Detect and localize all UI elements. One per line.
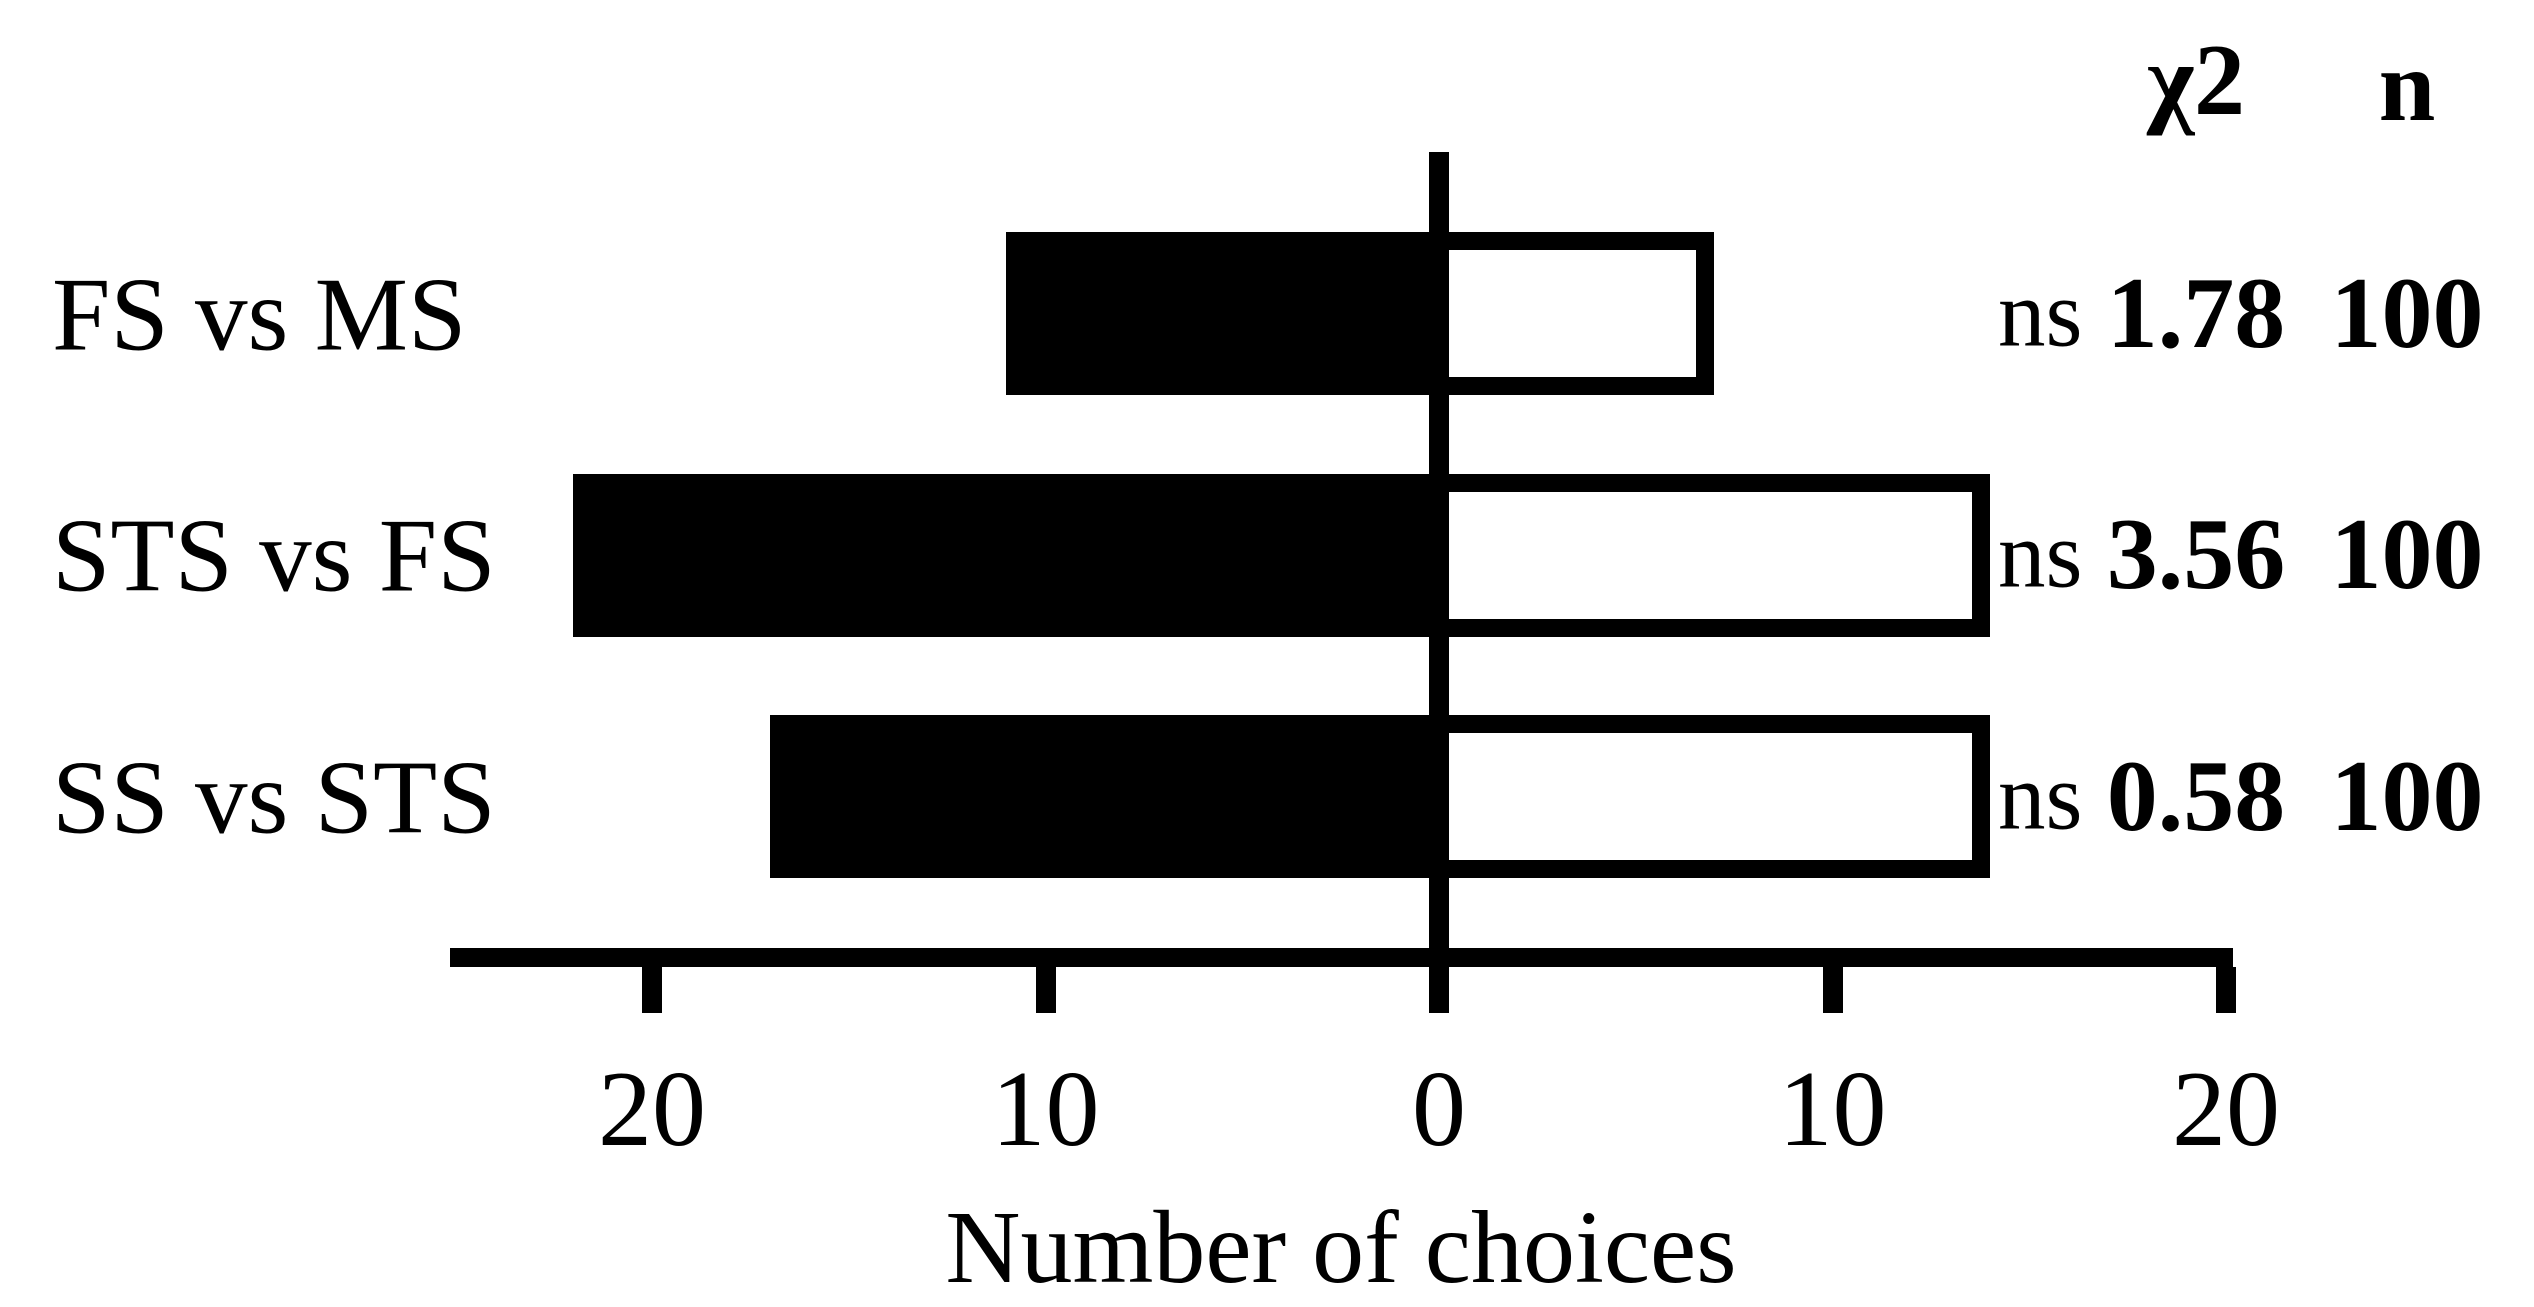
- x-axis-tick-label: 0: [1412, 1050, 1466, 1169]
- stat-n-value: 100: [2330, 498, 2484, 611]
- category-label: FS vs MS: [52, 255, 467, 372]
- stat-chi2-value: 0.58: [2106, 739, 2286, 853]
- stat-chi2-value: 3.56: [2106, 498, 2286, 611]
- x-axis-tick-label: 20: [2172, 1050, 2280, 1169]
- stat-n-value: 100: [2330, 739, 2484, 853]
- x-axis-tick-label: 10: [1778, 1050, 1887, 1169]
- x-axis-tick: [2216, 967, 2236, 1013]
- category-label: SS vs STS: [52, 738, 496, 855]
- x-axis-tick-label: 20: [598, 1050, 706, 1169]
- bar-left-filled: [1006, 232, 1449, 395]
- bar-right-outlined: [1429, 232, 1715, 395]
- stat-chi2-value: 1.78: [2106, 256, 2286, 370]
- stat-significance: ns: [1998, 501, 2083, 608]
- bar-left-filled: [770, 715, 1449, 878]
- zero-baseline: [1429, 152, 1449, 967]
- x-axis-tick-label: 10: [991, 1050, 1100, 1169]
- x-axis-tick: [642, 967, 662, 1013]
- stat-significance: ns: [1998, 743, 2083, 849]
- x-axis-title: Number of choices: [945, 1190, 1737, 1305]
- stat-n-value: 100: [2330, 256, 2484, 370]
- category-label: STS vs FS: [52, 496, 496, 614]
- x-axis-tick: [1822, 967, 1843, 1013]
- bar-right-outlined: [1429, 473, 1990, 637]
- x-axis-tick: [1429, 967, 1449, 1013]
- stat-significance: ns: [1998, 260, 2083, 366]
- x-axis-tick: [1035, 967, 1056, 1013]
- x-axis-line: [450, 948, 2233, 967]
- stats-header-chi2: χ2: [2146, 24, 2246, 137]
- stats-header-n: n: [2378, 30, 2436, 143]
- bar-left-filled: [573, 473, 1449, 637]
- bar-right-outlined: [1429, 715, 1990, 878]
